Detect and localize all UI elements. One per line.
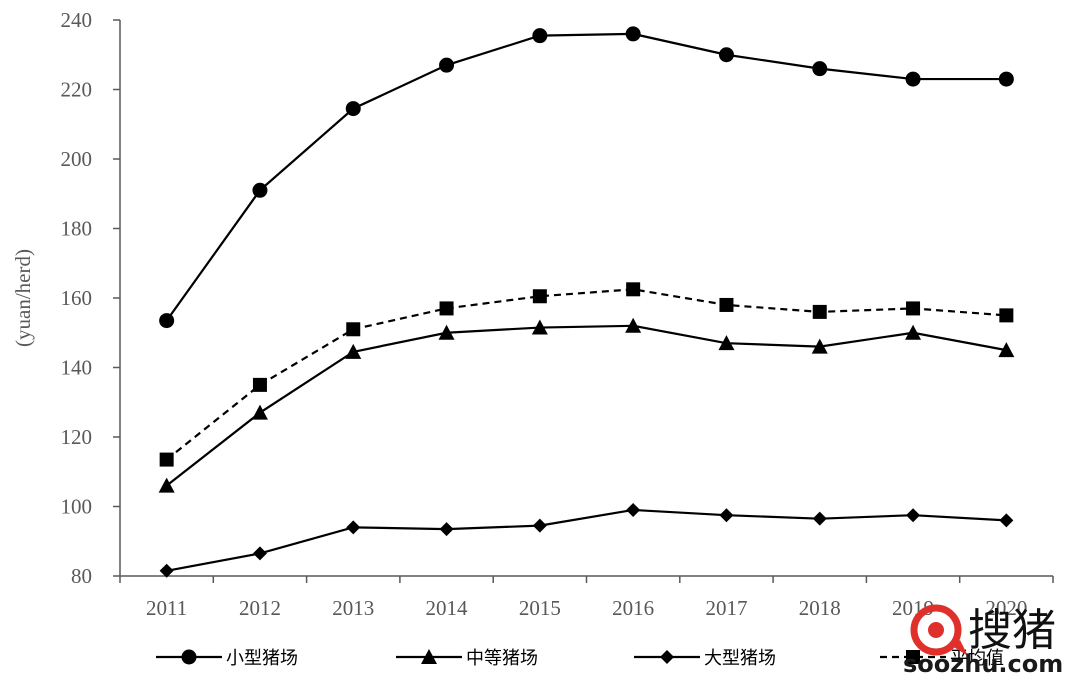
legend-marker bbox=[181, 649, 197, 665]
data-point bbox=[998, 342, 1015, 358]
data-point bbox=[719, 297, 734, 312]
x-tick-label: 2014 bbox=[426, 596, 469, 620]
y-tick-label: 180 bbox=[61, 217, 93, 241]
data-point bbox=[812, 61, 828, 77]
data-point bbox=[906, 301, 921, 316]
data-point bbox=[438, 324, 455, 340]
legend-item-3: 大型猪场 bbox=[634, 648, 776, 669]
data-point bbox=[999, 308, 1014, 323]
data-point bbox=[811, 338, 828, 354]
y-tick-label: 220 bbox=[61, 78, 93, 102]
data-point bbox=[625, 317, 642, 333]
data-point bbox=[345, 101, 361, 117]
series-line bbox=[166, 508, 1007, 572]
y-tick-label: 120 bbox=[61, 425, 93, 449]
x-tick-label: 2017 bbox=[705, 596, 747, 620]
legend-marker bbox=[906, 650, 920, 664]
y-tick-label: 240 bbox=[61, 8, 93, 32]
data-point bbox=[439, 57, 455, 73]
data-point bbox=[905, 71, 921, 87]
data-point bbox=[625, 26, 641, 42]
legend: 小型猪场 中等猪场 大型猪场 平均值 bbox=[156, 648, 1004, 669]
data-point bbox=[532, 289, 547, 304]
data-point bbox=[812, 511, 827, 526]
data-point bbox=[346, 322, 361, 337]
data-point bbox=[718, 47, 734, 63]
x-tick-label: 2011 bbox=[146, 596, 187, 620]
data-point bbox=[905, 324, 922, 340]
series-2 bbox=[158, 317, 1015, 493]
axes: 80 100 120 140 160 180 200 220 240 2011 2012 2013 20… bbox=[61, 8, 1054, 620]
y-tick-label: 140 bbox=[61, 356, 93, 380]
data-point bbox=[812, 304, 827, 319]
legend-item-4: 平均值 bbox=[880, 648, 1004, 669]
data-point bbox=[626, 282, 641, 297]
data-point bbox=[252, 182, 268, 198]
data-point bbox=[159, 563, 174, 578]
data-point bbox=[345, 343, 362, 359]
data-point bbox=[626, 502, 641, 517]
series-1 bbox=[159, 26, 1014, 329]
watermark-logo-icon bbox=[910, 604, 968, 656]
data-point bbox=[532, 518, 547, 533]
legend-marker bbox=[421, 649, 437, 664]
data-point bbox=[346, 520, 361, 535]
x-tick-label: 2015 bbox=[519, 596, 561, 620]
data-point bbox=[532, 28, 548, 44]
legend-label: 小型猪场 bbox=[226, 648, 298, 669]
legend-item-2: 中等猪场 bbox=[396, 648, 538, 669]
data-point bbox=[718, 335, 735, 351]
y-tick-label: 80 bbox=[71, 564, 92, 588]
y-tick-label: 100 bbox=[61, 495, 93, 519]
x-tick-label: 2013 bbox=[332, 596, 374, 620]
data-point bbox=[159, 452, 174, 467]
data-point bbox=[252, 377, 267, 392]
legend-label: 中等猪场 bbox=[466, 648, 538, 669]
series-3 bbox=[159, 502, 1014, 578]
series-layer bbox=[158, 26, 1015, 578]
series-4 bbox=[159, 282, 1014, 467]
data-point bbox=[998, 71, 1014, 87]
data-point bbox=[251, 404, 268, 420]
data-point bbox=[531, 319, 548, 335]
data-point bbox=[439, 301, 454, 316]
x-tick-label: 2018 bbox=[799, 596, 841, 620]
x-tick-label: 2016 bbox=[612, 596, 654, 620]
series-line bbox=[165, 324, 1007, 487]
legend-item-1: 小型猪场 bbox=[156, 648, 298, 669]
x-tick-label: 2012 bbox=[239, 596, 281, 620]
y-axis-title: (yuan/herd) bbox=[11, 249, 35, 347]
data-point bbox=[906, 508, 921, 523]
watermark-cn-text: 搜猪 bbox=[968, 605, 1056, 656]
data-point bbox=[158, 477, 175, 493]
y-tick-label: 200 bbox=[61, 147, 93, 171]
watermark-en-text: soozhu.com bbox=[903, 650, 1063, 678]
series-line bbox=[165, 288, 1007, 461]
data-point bbox=[252, 546, 267, 561]
x-tick-label: 2020 bbox=[985, 596, 1027, 620]
legend-marker bbox=[660, 650, 674, 664]
data-point bbox=[719, 508, 734, 523]
series-line bbox=[165, 32, 1007, 322]
legend-label: 大型猪场 bbox=[704, 648, 776, 669]
legend-label: 平均值 bbox=[950, 648, 1004, 669]
y-tick-label: 160 bbox=[61, 286, 93, 310]
data-point bbox=[159, 313, 175, 329]
data-point bbox=[439, 522, 454, 537]
watermark: 搜猪 soozhu.com bbox=[903, 604, 1063, 678]
data-point bbox=[999, 513, 1014, 528]
